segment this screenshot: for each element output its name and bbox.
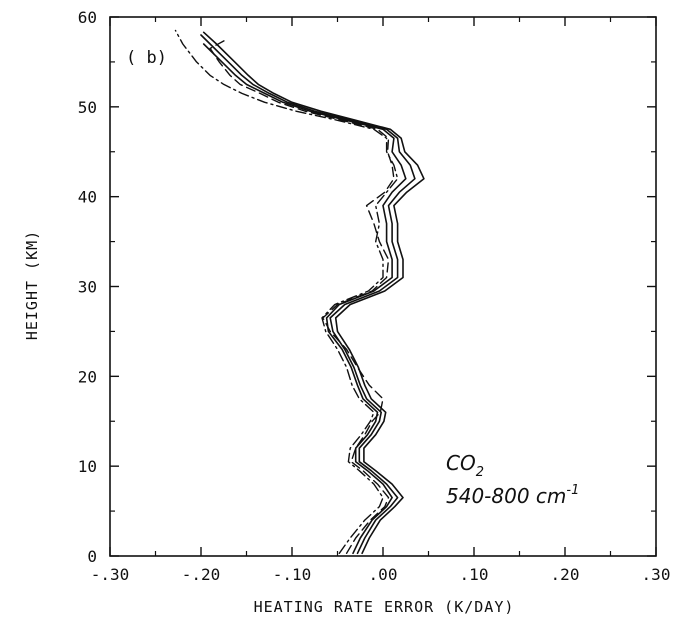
- series-line-1: [202, 43, 407, 555]
- y-tick-label: 20: [78, 367, 97, 386]
- x-tick-label: .30: [642, 565, 671, 584]
- annotation-band-superscript: -1: [566, 483, 579, 498]
- annotation-band: 540-800 cm-1: [446, 483, 579, 508]
- y-tick-label: 60: [78, 8, 97, 27]
- plot-frame: [109, 16, 657, 557]
- series-line-3: [202, 31, 425, 555]
- x-tick-label: -.10: [273, 565, 312, 584]
- plot-border: [109, 16, 657, 557]
- y-axis-title: HEIGHT (KM): [23, 230, 41, 340]
- panel-label: ( b): [126, 48, 167, 68]
- annotation-species-subscript: 2: [476, 465, 484, 480]
- y-tick-label: 40: [78, 188, 97, 207]
- x-tick-label: -.20: [182, 565, 221, 584]
- x-axis-ticks: -.30 -.20 -.10 .00 .10 .20 .30: [91, 17, 671, 584]
- y-tick-label: 10: [78, 457, 97, 476]
- x-axis-title: HEATING RATE ERROR (K/DAY): [254, 598, 515, 616]
- x-tick-label: .20: [551, 565, 580, 584]
- series-line-4: [209, 38, 395, 554]
- series-layer: [174, 29, 425, 555]
- x-tick-label: -.30: [91, 565, 130, 584]
- x-tick-label: .10: [460, 565, 489, 584]
- x-tick-label: .00: [369, 565, 398, 584]
- y-axis-ticks: 0 10 20 30 40 50 60: [78, 8, 656, 566]
- y-tick-label: 50: [78, 98, 97, 117]
- series-line-5: [174, 29, 399, 554]
- annotation-band-text: 540-800 cm: [446, 484, 566, 508]
- annotation-species-text: CO: [446, 451, 476, 475]
- y-tick-label: 30: [78, 278, 97, 297]
- series-line-2: [200, 34, 416, 555]
- annotation-species: CO2: [446, 451, 484, 480]
- y-tick-label: 0: [87, 547, 97, 566]
